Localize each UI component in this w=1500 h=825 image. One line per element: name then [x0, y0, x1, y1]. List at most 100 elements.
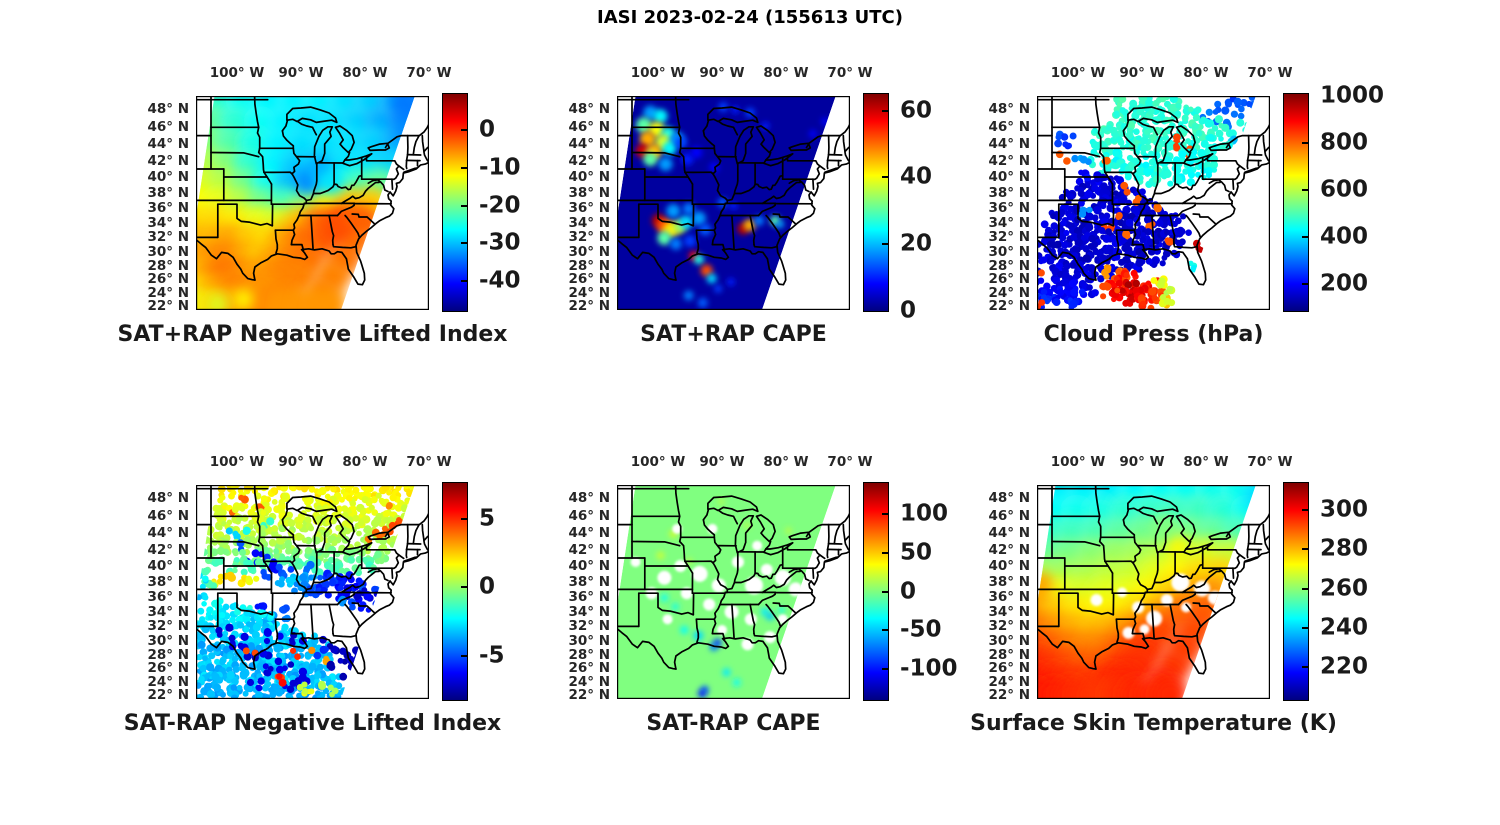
lon-tick-label: 70° W: [406, 454, 452, 470]
lon-tick-label: 80° W: [342, 454, 388, 470]
lon-tick-label: 80° W: [1183, 65, 1229, 81]
colorbar-tick-mark: [1302, 548, 1308, 551]
lon-tick-label: 80° W: [1183, 454, 1229, 470]
lat-tick-label: 32° N: [147, 618, 189, 635]
lat-tick-label: 24° N: [568, 284, 610, 301]
lat-tick-label: 44° N: [988, 136, 1030, 153]
colorbar-tick-label: -30: [479, 229, 521, 256]
colorbar-tick-mark: [1302, 509, 1308, 512]
colorbar-tick-label: 50: [900, 539, 933, 566]
colorbar-tick-mark: [1302, 141, 1308, 144]
lat-tick-label: 34° N: [568, 214, 610, 231]
lat-tick-label: 32° N: [568, 229, 610, 246]
lat-tick-label: 28° N: [988, 646, 1030, 663]
colorbar-tick-label: 0: [900, 297, 917, 324]
colorbar-cloud-press: [1283, 93, 1309, 312]
colorbar-tick-mark: [882, 109, 888, 112]
colorbar-tick-label: 800: [1320, 129, 1369, 156]
colorbar-gradient: [443, 94, 467, 311]
lon-tick-label: 90° W: [278, 65, 324, 81]
lat-tick-label: 42° N: [568, 152, 610, 169]
colorbar-gradient: [443, 483, 467, 700]
lat-tick-label: 48° N: [988, 100, 1030, 117]
lon-tick-label: 80° W: [342, 65, 388, 81]
lat-tick-label: 28° N: [147, 646, 189, 663]
colorbar-tick-label: 260: [1320, 575, 1369, 602]
lat-tick-label: 24° N: [147, 284, 189, 301]
panel-title-sat-minus-rap-nli: SAT-RAP Negative Lifted Index: [123, 711, 502, 736]
colorbar-tick-mark: [461, 586, 467, 589]
lat-tick-label: 48° N: [568, 489, 610, 506]
lat-tick-label: 24° N: [988, 673, 1030, 690]
colorbar-tick-mark: [882, 513, 888, 515]
lon-tick-label: 80° W: [763, 454, 809, 470]
lat-tick-label: 36° N: [147, 588, 189, 605]
colorbar-tick-mark: [1302, 587, 1308, 590]
colorbar-sat-plus-rap-cape: [863, 93, 889, 312]
colorbar-tick-label: -50: [900, 616, 942, 643]
lat-tick-label: 42° N: [988, 152, 1030, 169]
lon-tick-label: 90° W: [278, 454, 324, 470]
lat-tick-label: 46° N: [988, 507, 1030, 524]
lon-tick-label: 100° W: [209, 65, 265, 81]
colorbar-tick-mark: [461, 517, 467, 520]
lat-tick-label: 32° N: [147, 229, 189, 246]
lat-tick-label: 34° N: [568, 603, 610, 620]
lat-tick-label: 40° N: [568, 168, 610, 185]
colorbar-tick-mark: [882, 551, 888, 554]
colorbar-tick-mark: [1302, 235, 1308, 238]
lat-tick-label: 22° N: [147, 298, 189, 315]
lat-tick-label: 46° N: [568, 507, 610, 524]
lon-tick-label: 100° W: [1050, 454, 1106, 470]
lat-tick-label: 44° N: [568, 525, 610, 542]
lat-tick-label: 44° N: [147, 525, 189, 542]
lat-tick-label: 36° N: [988, 199, 1030, 216]
lat-tick-label: 44° N: [568, 136, 610, 153]
lat-tick-label: 36° N: [147, 199, 189, 216]
lat-tick-label: 30° N: [147, 243, 189, 260]
lat-tick-label: 44° N: [147, 136, 189, 153]
lat-tick-label: 36° N: [988, 588, 1030, 605]
lat-tick-label: 32° N: [568, 618, 610, 635]
colorbar-tick-label: 5: [479, 505, 496, 532]
lat-tick-label: 22° N: [988, 298, 1030, 315]
lat-tick-label: 28° N: [147, 257, 189, 274]
lon-tick-label: 80° W: [763, 65, 809, 81]
lat-tick-label: 30° N: [568, 243, 610, 260]
lat-tick-label: 40° N: [988, 557, 1030, 574]
lat-tick-label: 22° N: [568, 298, 610, 315]
lat-tick-label: 32° N: [988, 229, 1030, 246]
lat-tick-label: 40° N: [988, 168, 1030, 185]
colorbar-gradient: [1284, 483, 1308, 700]
lon-tick-label: 100° W: [630, 454, 686, 470]
lat-tick-label: 36° N: [568, 199, 610, 216]
colorbar-tick-label: 600: [1320, 176, 1369, 203]
lat-tick-label: 22° N: [568, 687, 610, 704]
colorbar-surface-skin-temp: [1283, 482, 1309, 701]
map-sat-minus-rap-nli: [196, 485, 429, 699]
colorbar-tick-label: -5: [479, 642, 505, 669]
colorbar-tick-mark: [882, 176, 888, 179]
colorbar-tick-label: -10: [479, 154, 521, 181]
lon-tick-label: 90° W: [699, 454, 745, 470]
colorbar-tick-mark: [1302, 665, 1308, 668]
lat-tick-label: 46° N: [147, 118, 189, 135]
lat-tick-label: 34° N: [988, 214, 1030, 231]
lon-tick-label: 90° W: [699, 65, 745, 81]
lat-tick-label: 22° N: [147, 687, 189, 704]
colorbar-tick-mark: [882, 590, 888, 593]
colorbar-tick-mark: [1302, 282, 1308, 285]
colorbar-sat-minus-rap-nli: [442, 482, 468, 701]
lat-tick-label: 30° N: [988, 632, 1030, 649]
colorbar-tick-label: 0: [479, 116, 496, 143]
lat-tick-label: 44° N: [988, 525, 1030, 542]
colorbar-tick-mark: [461, 655, 467, 658]
lat-tick-label: 42° N: [147, 152, 189, 169]
panel-title-sat-plus-rap-nli: SAT+RAP Negative Lifted Index: [117, 322, 508, 347]
lon-tick-label: 90° W: [1119, 65, 1165, 81]
map-sat-minus-rap-cape: [617, 485, 850, 699]
colorbar-tick-label: -20: [479, 191, 521, 218]
figure-title: IASI 2023-02-24 (155613 UTC): [597, 7, 903, 28]
colorbar-tick-label: 1000: [1320, 82, 1385, 109]
